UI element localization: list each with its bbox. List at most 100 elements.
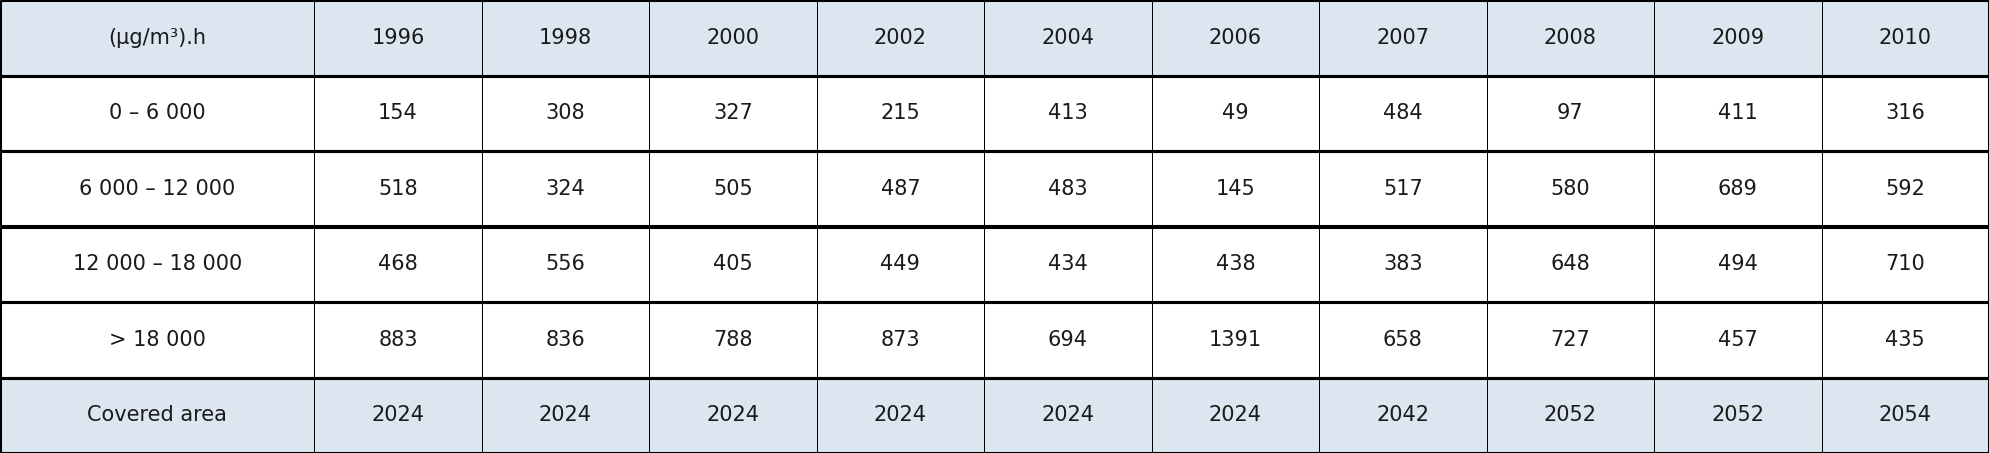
Bar xyxy=(0,151,314,226)
Text: 413: 413 xyxy=(1048,103,1088,123)
Text: 2024: 2024 xyxy=(1042,405,1094,425)
Bar xyxy=(1152,151,1319,226)
Bar xyxy=(1152,226,1319,302)
Bar xyxy=(314,302,481,377)
Bar xyxy=(0,302,314,377)
Bar xyxy=(817,76,985,151)
Text: 556: 556 xyxy=(545,254,585,274)
Bar xyxy=(1822,0,1989,76)
Text: 12 000 – 18 000: 12 000 – 18 000 xyxy=(72,254,243,274)
Text: 2010: 2010 xyxy=(1880,28,1931,48)
Text: 411: 411 xyxy=(1718,103,1758,123)
Bar xyxy=(481,377,648,453)
Text: 873: 873 xyxy=(881,330,921,350)
Bar xyxy=(1822,76,1989,151)
Text: 383: 383 xyxy=(1382,254,1422,274)
Bar xyxy=(1152,76,1319,151)
Text: 97: 97 xyxy=(1557,103,1583,123)
Bar xyxy=(481,226,648,302)
Bar xyxy=(985,226,1152,302)
Bar xyxy=(314,151,481,226)
Text: 2052: 2052 xyxy=(1543,405,1597,425)
Text: 327: 327 xyxy=(714,103,752,123)
Bar xyxy=(1319,377,1486,453)
Text: 648: 648 xyxy=(1551,254,1589,274)
Bar xyxy=(0,76,314,151)
Bar xyxy=(1319,302,1486,377)
Text: 727: 727 xyxy=(1551,330,1589,350)
Text: 836: 836 xyxy=(545,330,585,350)
Text: 689: 689 xyxy=(1718,179,1758,199)
Text: 694: 694 xyxy=(1048,330,1088,350)
Text: > 18 000: > 18 000 xyxy=(109,330,205,350)
Text: 505: 505 xyxy=(714,179,752,199)
Bar xyxy=(648,0,817,76)
Bar xyxy=(481,76,648,151)
Bar xyxy=(481,302,648,377)
Bar xyxy=(985,0,1152,76)
Bar xyxy=(481,0,648,76)
Text: 2024: 2024 xyxy=(1209,405,1261,425)
Bar xyxy=(1486,151,1655,226)
Bar xyxy=(985,377,1152,453)
Text: 468: 468 xyxy=(378,254,418,274)
Text: 308: 308 xyxy=(545,103,585,123)
Text: 145: 145 xyxy=(1215,179,1255,199)
Bar xyxy=(648,151,817,226)
Text: 0 – 6 000: 0 – 6 000 xyxy=(109,103,205,123)
Bar xyxy=(0,0,314,76)
Bar xyxy=(1822,377,1989,453)
Text: 2042: 2042 xyxy=(1376,405,1430,425)
Bar xyxy=(1486,226,1655,302)
Text: 517: 517 xyxy=(1382,179,1422,199)
Bar xyxy=(1486,302,1655,377)
Text: 1998: 1998 xyxy=(539,28,593,48)
Text: 2054: 2054 xyxy=(1880,405,1931,425)
Bar xyxy=(648,76,817,151)
Bar xyxy=(985,151,1152,226)
Bar xyxy=(1486,377,1655,453)
Bar xyxy=(1822,302,1989,377)
Bar xyxy=(1486,76,1655,151)
Text: 2008: 2008 xyxy=(1543,28,1597,48)
Text: 2002: 2002 xyxy=(873,28,927,48)
Text: 1996: 1996 xyxy=(372,28,426,48)
Bar xyxy=(817,151,985,226)
Text: 438: 438 xyxy=(1215,254,1255,274)
Text: 2006: 2006 xyxy=(1209,28,1261,48)
Text: 49: 49 xyxy=(1221,103,1249,123)
Bar xyxy=(648,377,817,453)
Text: 316: 316 xyxy=(1886,103,1925,123)
Text: 592: 592 xyxy=(1886,179,1925,199)
Bar xyxy=(1319,226,1486,302)
Text: 2009: 2009 xyxy=(1711,28,1764,48)
Bar xyxy=(817,377,985,453)
Bar xyxy=(1486,0,1655,76)
Bar xyxy=(1655,302,1822,377)
Bar xyxy=(314,76,481,151)
Bar xyxy=(985,302,1152,377)
Text: 788: 788 xyxy=(714,330,752,350)
Text: 2052: 2052 xyxy=(1711,405,1764,425)
Bar xyxy=(1655,377,1822,453)
Bar xyxy=(1319,0,1486,76)
Text: 487: 487 xyxy=(881,179,921,199)
Text: 580: 580 xyxy=(1551,179,1589,199)
Bar xyxy=(1319,76,1486,151)
Bar xyxy=(817,226,985,302)
Bar xyxy=(1822,151,1989,226)
Bar xyxy=(1822,226,1989,302)
Bar xyxy=(1152,0,1319,76)
Text: 215: 215 xyxy=(881,103,921,123)
Text: 2024: 2024 xyxy=(372,405,424,425)
Bar xyxy=(1655,0,1822,76)
Bar xyxy=(1152,302,1319,377)
Bar xyxy=(817,0,985,76)
Text: 484: 484 xyxy=(1382,103,1422,123)
Bar xyxy=(648,226,817,302)
Text: 494: 494 xyxy=(1718,254,1758,274)
Text: 2024: 2024 xyxy=(539,405,593,425)
Text: 2024: 2024 xyxy=(706,405,760,425)
Bar xyxy=(314,0,481,76)
Bar xyxy=(314,377,481,453)
